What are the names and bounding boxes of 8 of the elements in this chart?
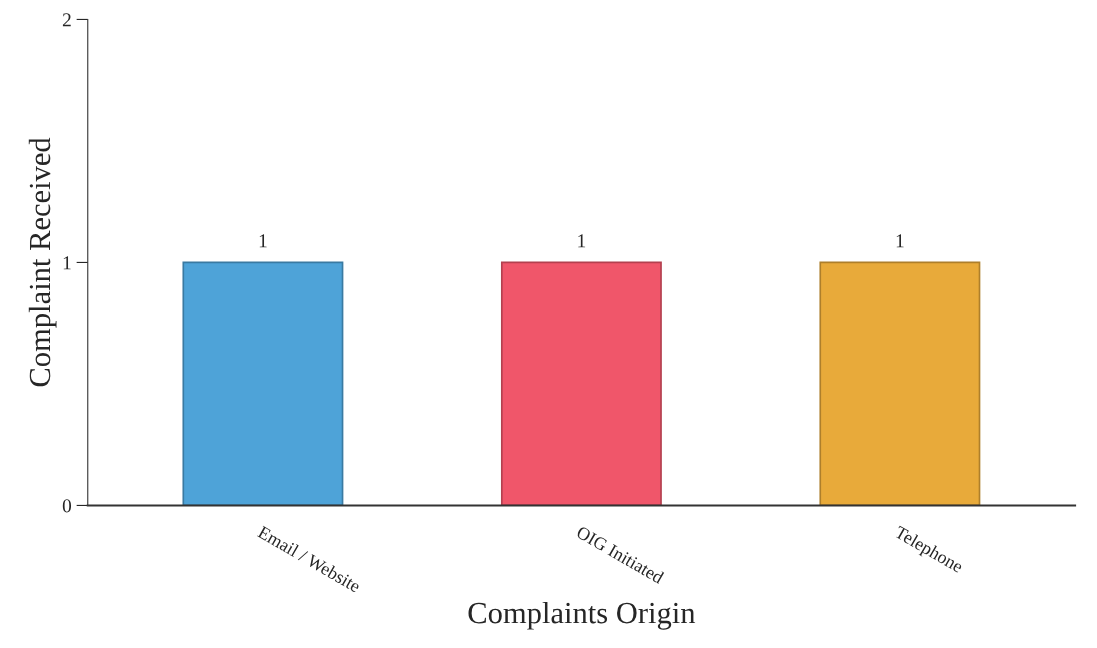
y-axis-title: Complaint Received — [28, 137, 57, 387]
data-label: 1 — [896, 234, 904, 248]
data-label: 1 — [259, 234, 267, 248]
y-tick-label: 2 — [62, 13, 71, 27]
data-label: 1 — [578, 234, 586, 248]
y-tick-label: 0 — [62, 499, 72, 513]
y-tick-label: 1 — [63, 256, 71, 270]
x-axis-title: Complaints Origin — [468, 601, 696, 630]
